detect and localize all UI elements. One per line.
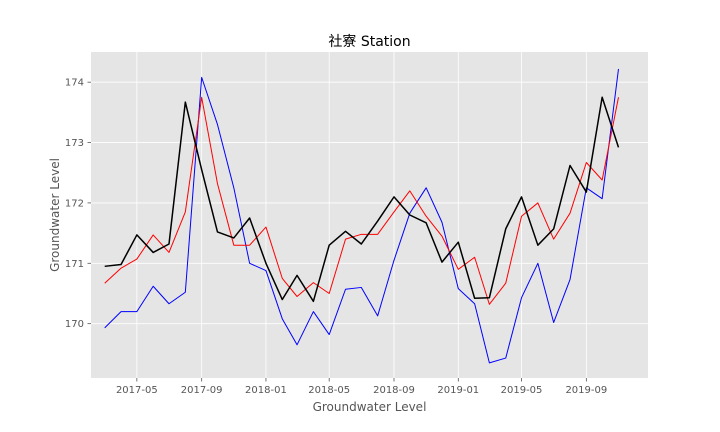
series-group <box>104 68 620 364</box>
y-tick-label: 171 <box>65 259 84 270</box>
x-tick-label: 2017-09 <box>181 385 223 396</box>
series-line-0 <box>104 96 620 303</box>
y-tick-label: 170 <box>65 319 84 330</box>
x-tick-label: 2019-05 <box>501 385 543 396</box>
plot-background <box>91 52 648 378</box>
chart-title: 社寮 Station <box>328 33 410 50</box>
y-tick-label: 172 <box>65 198 84 209</box>
y-tick-label: 173 <box>65 138 84 149</box>
grid <box>91 52 648 378</box>
x-ticks: 2017-05 2017-09 2018-01 2018-05 2018-09 2019-… <box>116 378 607 396</box>
y-tick-label: 174 <box>65 78 84 89</box>
series-line-1 <box>104 96 619 305</box>
x-tick-label: 2019-09 <box>565 385 607 396</box>
x-tick-label: 2019-01 <box>437 385 479 396</box>
series-line-2 <box>104 68 619 364</box>
x-tick-label: 2018-05 <box>308 385 350 396</box>
x-tick-label: 2018-09 <box>373 385 415 396</box>
x-axis-label: Groundwater Level <box>313 400 427 414</box>
y-axis-label: Groundwater Level <box>48 158 62 272</box>
x-tick-label: 2018-01 <box>245 385 287 396</box>
x-tick-label: 2017-05 <box>116 385 158 396</box>
y-ticks: 170 171 172 173 174 <box>65 78 91 330</box>
